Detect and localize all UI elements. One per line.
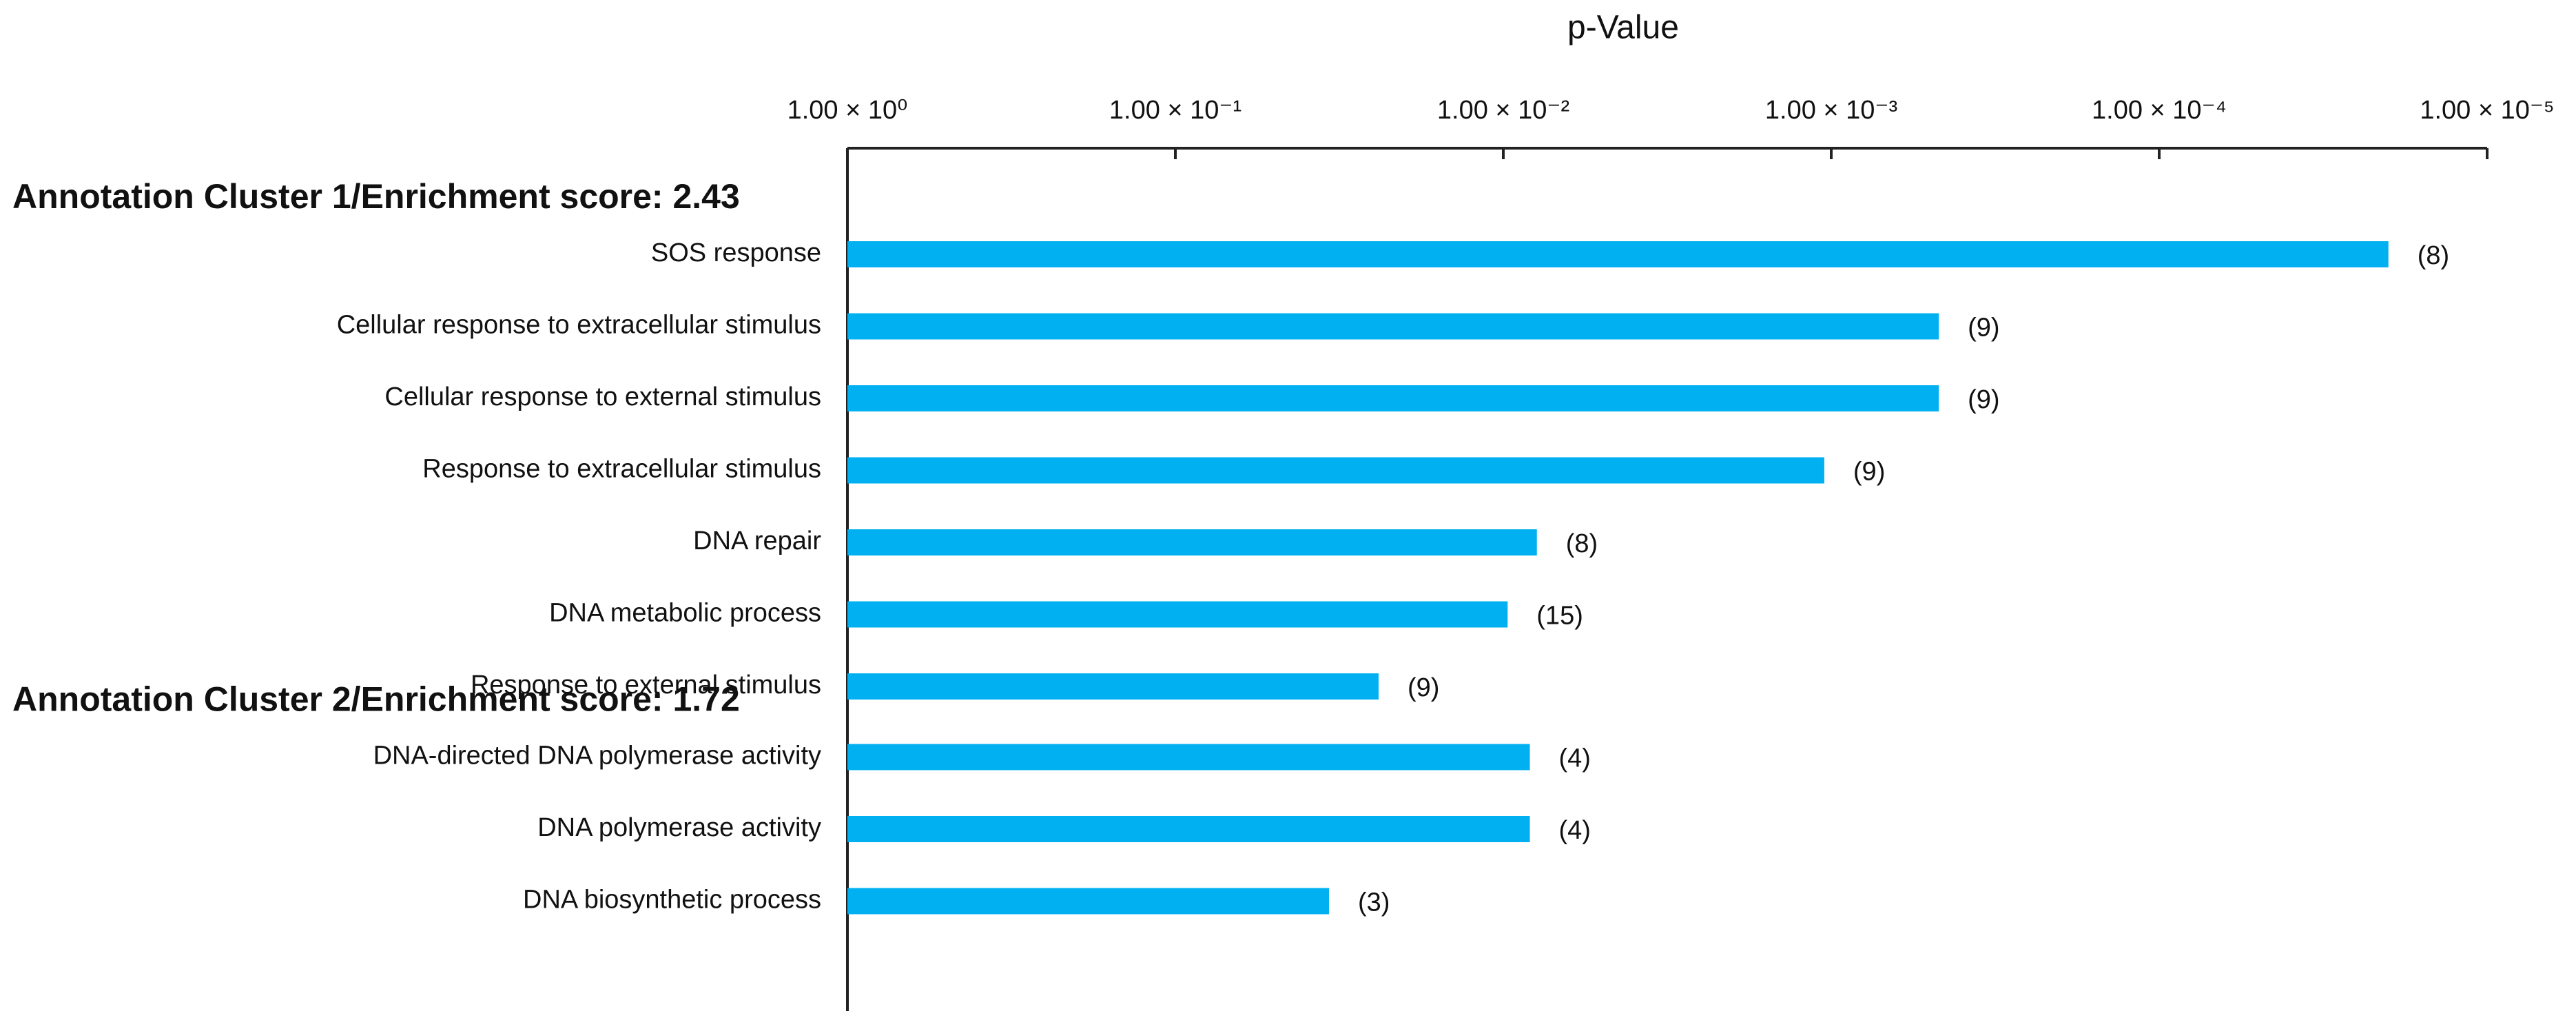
category-label: DNA-directed DNA polymerase activity xyxy=(373,742,821,771)
count-label: (9) xyxy=(1853,458,1885,487)
x-tick-label: 1.00 × 10⁻⁵ xyxy=(2420,96,2554,125)
category-label: DNA metabolic process xyxy=(549,599,821,628)
category-label: DNA repair xyxy=(693,527,821,555)
x-tick-label: 1.00 × 10⁰ xyxy=(787,96,908,125)
bar xyxy=(847,529,1537,555)
category-label: Cellular response to extracellular stimu… xyxy=(337,311,821,340)
bar xyxy=(847,888,1330,915)
count-label: (9) xyxy=(1408,673,1439,702)
count-label: (4) xyxy=(1559,816,1591,845)
category-label: DNA polymerase activity xyxy=(537,813,821,842)
x-tick-label: 1.00 × 10⁻⁴ xyxy=(2092,96,2227,125)
count-label: (15) xyxy=(1536,602,1583,631)
count-label: (4) xyxy=(1559,744,1591,773)
category-label: SOS response xyxy=(651,238,821,267)
bar xyxy=(847,385,1939,411)
bar xyxy=(847,673,1379,700)
cluster-header: Annotation Cluster 1/Enrichment score: 2… xyxy=(12,177,740,216)
count-label: (3) xyxy=(1358,888,1390,917)
cluster-header: Annotation Cluster 2/Enrichment score: 1… xyxy=(12,680,740,719)
category-label: Response to external stimulus xyxy=(471,671,821,700)
count-label: (8) xyxy=(1566,529,1598,558)
x-tick-label: 1.00 × 10⁻¹ xyxy=(1109,96,1241,125)
bar xyxy=(847,816,1530,842)
category-label: Response to extracellular stimulus xyxy=(422,455,821,484)
count-label: (9) xyxy=(1968,314,1999,343)
bar xyxy=(847,241,2389,267)
count-label: (8) xyxy=(2418,241,2449,270)
bar xyxy=(847,601,1508,628)
bar xyxy=(847,313,1939,340)
x-tick-label: 1.00 × 10⁻² xyxy=(1437,96,1569,125)
category-label: DNA biosynthetic process xyxy=(523,886,821,915)
count-label: (9) xyxy=(1968,385,1999,414)
category-label: Cellular response to external stimulus xyxy=(384,382,821,411)
bar xyxy=(847,744,1530,771)
x-tick-label: 1.00 × 10⁻³ xyxy=(1765,96,1897,125)
bar xyxy=(847,457,1824,484)
axis-title: p-Value xyxy=(1567,10,1679,46)
